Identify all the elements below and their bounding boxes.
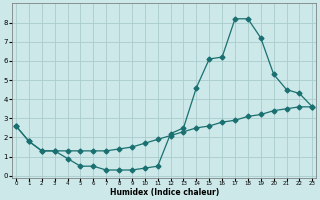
X-axis label: Humidex (Indice chaleur): Humidex (Indice chaleur)	[109, 188, 219, 197]
